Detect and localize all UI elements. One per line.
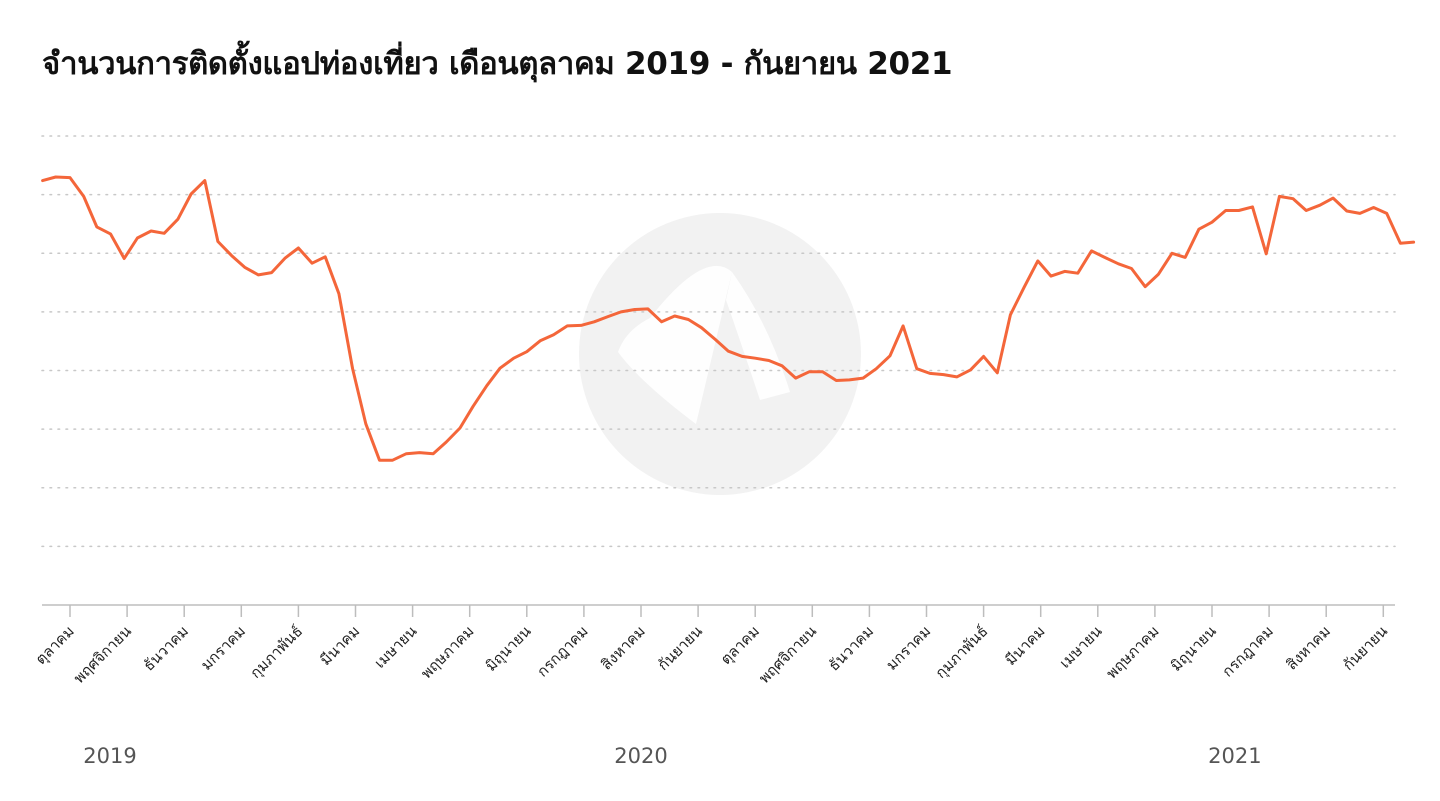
year-label: 2020: [614, 744, 667, 768]
x-tick-label: มกราคม: [197, 622, 249, 674]
x-tick-label: กุมภาพันธ์: [932, 622, 993, 683]
series-layer: [41, 175, 1416, 462]
x-tick-label: พฤศจิกายน: [70, 622, 135, 687]
gridlines: [41, 135, 1396, 548]
year-label: 2019: [83, 744, 136, 768]
year-label: 2021: [1208, 744, 1261, 768]
x-tick-label: เมษายน: [1056, 622, 1106, 672]
x-tick-label: เมษายน: [371, 622, 421, 672]
chart-title: จำนวนการติดตั้งแอปท่องเที่ยว เดือนตุลาคม…: [42, 46, 953, 82]
x-tick-label: ธันวาคม: [825, 622, 877, 674]
x-tick-label: กุมภาพันธ์: [246, 622, 307, 683]
x-tick-label: กันยายน: [654, 622, 706, 674]
x-tick-label: กรกฎาคม: [533, 622, 591, 680]
x-tick-label: มีนาคม: [316, 622, 363, 669]
watermark-logo: [579, 213, 861, 495]
x-tick-label: มิถุนายน: [482, 622, 536, 676]
x-tick-label: มีนาคม: [1002, 622, 1049, 669]
year-labels: 2019 2020 2021: [83, 744, 1261, 768]
x-tick-label: พฤศจิกายน: [755, 622, 820, 687]
x-tick-label: ธันวาคม: [140, 622, 192, 674]
x-tick-label: พฤษภาคม: [417, 622, 477, 682]
series-line: [41, 175, 1416, 462]
x-tick-label: สิงหาคม: [1283, 622, 1334, 673]
x-tick-label: มกราคม: [882, 622, 934, 674]
x-tick-label: สิงหาคม: [597, 622, 648, 673]
x-tick-label: มิถุนายน: [1167, 622, 1221, 676]
x-axis: [42, 604, 1395, 617]
x-tick-label: ตุลาคม: [717, 622, 764, 669]
x-tick-label: ตุลาคม: [32, 622, 79, 669]
x-tick-label: กันยายน: [1339, 622, 1391, 674]
x-tick-label: พฤษภาคม: [1103, 622, 1163, 682]
x-tick-label: กรกฎาคม: [1218, 622, 1276, 680]
